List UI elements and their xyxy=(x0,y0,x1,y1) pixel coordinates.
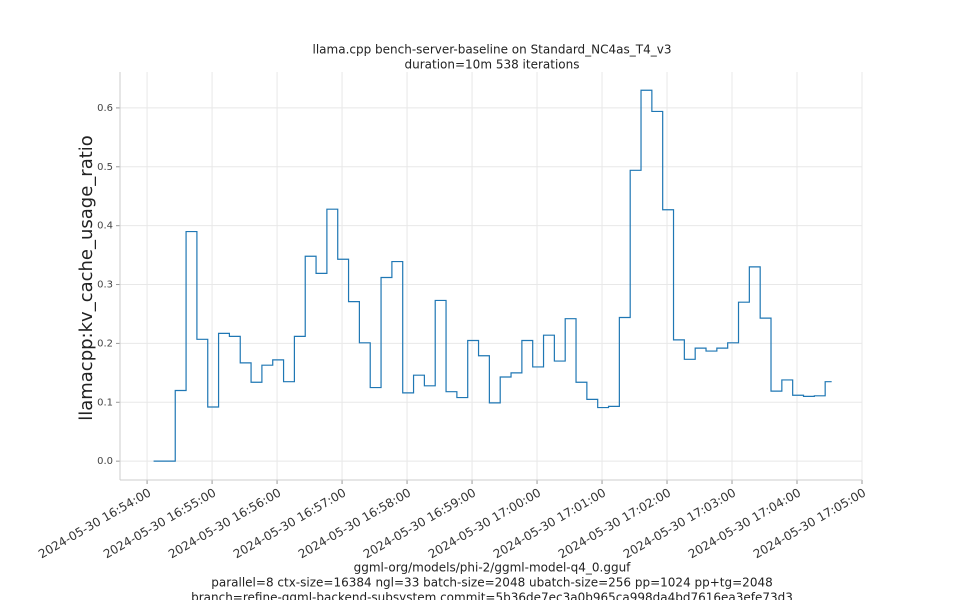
x-tick-label: 2024-05-30 16:59:00 xyxy=(361,486,478,562)
x-tick-label: 2024-05-30 16:58:00 xyxy=(296,486,413,562)
y-tick-label: 0.2 xyxy=(97,338,113,349)
x-tick-label: 2024-05-30 16:54:00 xyxy=(36,486,153,562)
y-axis-label: llamacpp:kv_cache_usage_ratio xyxy=(76,135,97,421)
x-tick-label: 2024-05-30 17:00:00 xyxy=(426,486,543,562)
x-tick-label: 2024-05-30 16:57:00 xyxy=(231,486,348,562)
y-tick-label: 0.0 xyxy=(97,456,113,467)
x-tick-label: 2024-05-30 17:04:00 xyxy=(686,486,803,562)
x-tick-label: 2024-05-30 16:56:00 xyxy=(166,486,283,562)
x-tick-label: 2024-05-30 17:05:00 xyxy=(751,486,868,562)
y-tick-label: 0.1 xyxy=(97,397,113,408)
chart-subtitle: duration=10m 538 iterations xyxy=(405,58,580,72)
x-axis-label: ggml-org/models/phi-2/ggml-model-q4_0.gg… xyxy=(354,561,632,575)
y-tick-label: 0.5 xyxy=(97,162,113,173)
y-tick-label: 0.4 xyxy=(97,221,113,232)
x-axis-label: parallel=8 ctx-size=16384 ngl=33 batch-s… xyxy=(211,576,772,590)
x-tick-label: 2024-05-30 16:55:00 xyxy=(101,486,218,562)
x-axis-label: branch=refine-ggml-backend-subsystem com… xyxy=(191,591,793,600)
chart-title: llama.cpp bench-server-baseline on Stand… xyxy=(313,43,672,57)
x-tick-label: 2024-05-30 17:02:00 xyxy=(556,486,673,562)
y-tick-label: 0.3 xyxy=(97,280,113,291)
data-line xyxy=(153,89,832,462)
x-tick-label: 2024-05-30 17:03:00 xyxy=(621,486,738,562)
y-tick-label: 0.6 xyxy=(97,103,113,114)
x-tick-label: 2024-05-30 17:01:00 xyxy=(491,486,608,562)
